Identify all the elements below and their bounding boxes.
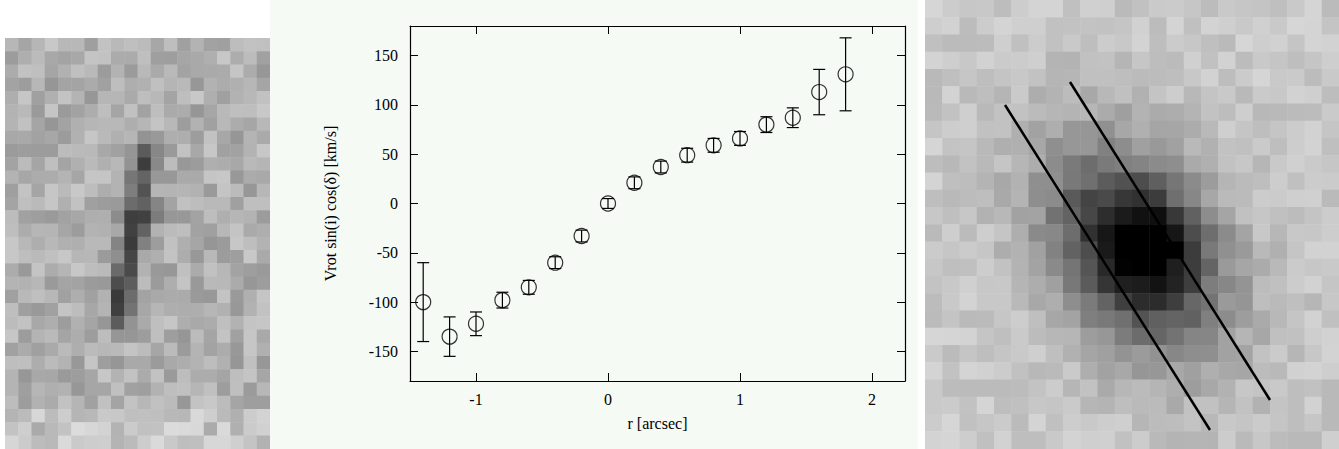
svg-text:0: 0 xyxy=(604,391,612,408)
svg-text:-50: -50 xyxy=(377,244,398,261)
svg-text:100: 100 xyxy=(374,96,398,113)
svg-text:50: 50 xyxy=(382,146,398,163)
svg-text:2: 2 xyxy=(868,391,876,408)
svg-text:Vrot sin(i) cos(δ) [km/s]: Vrot sin(i) cos(δ) [km/s] xyxy=(322,126,340,281)
svg-text:150: 150 xyxy=(374,47,398,64)
svg-text:-100: -100 xyxy=(369,294,398,311)
svg-text:-1: -1 xyxy=(469,391,482,408)
svg-text:0: 0 xyxy=(390,195,398,212)
svg-text:r [arcsec]: r [arcsec] xyxy=(628,415,688,432)
svg-text:1: 1 xyxy=(736,391,744,408)
svg-text:-150: -150 xyxy=(369,343,398,360)
